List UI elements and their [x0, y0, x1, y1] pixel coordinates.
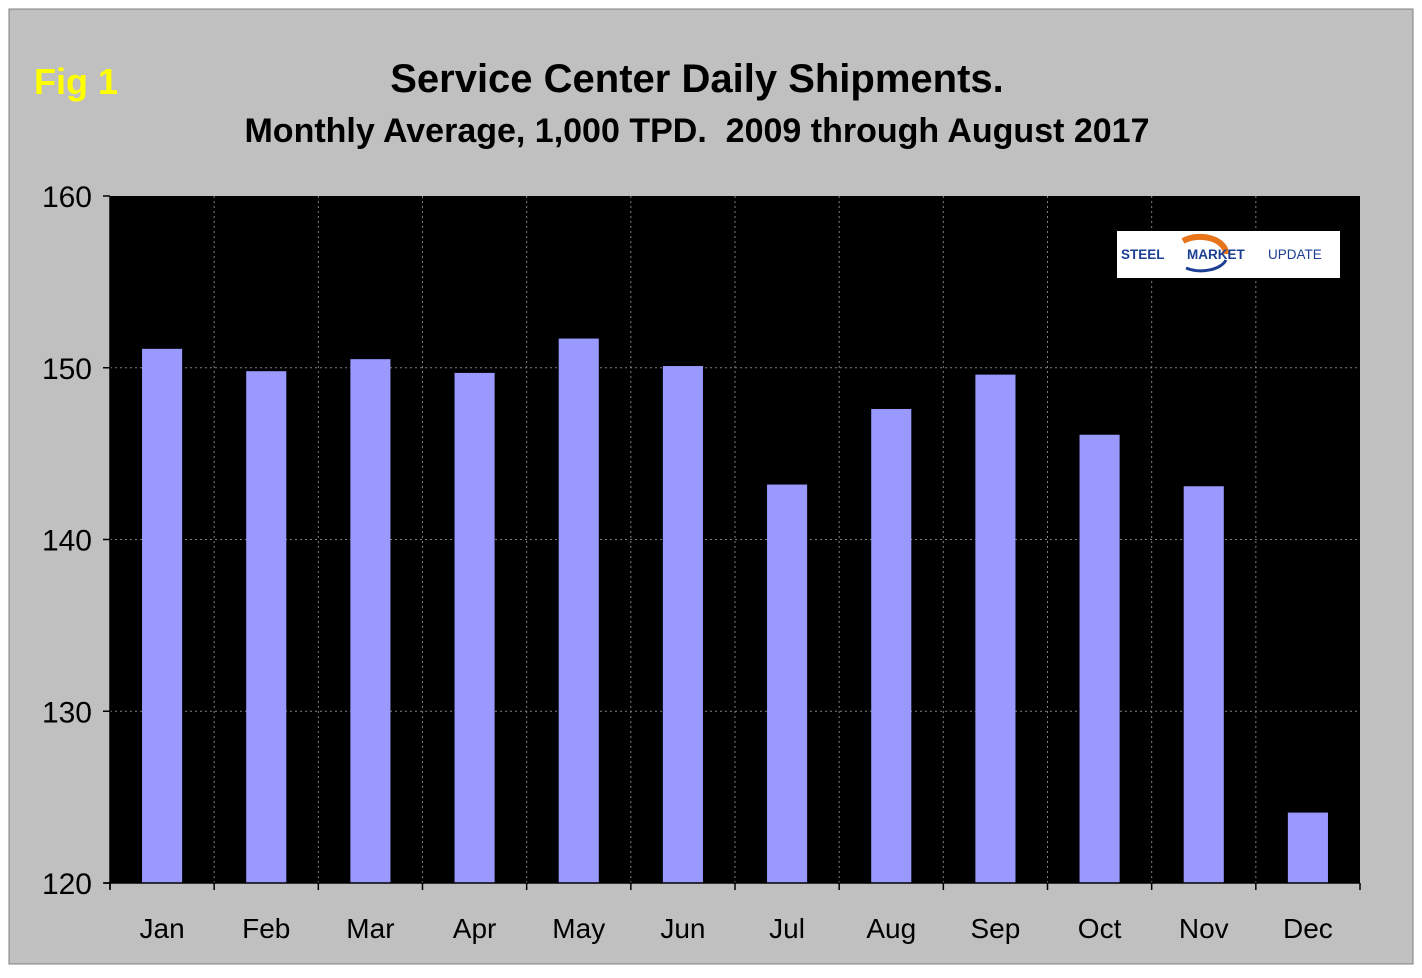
logo-text-market: MARKET: [1187, 247, 1245, 262]
y-tick-label: 160: [42, 181, 92, 214]
x-tick-label-apr: Apr: [453, 913, 497, 944]
x-tick-label-jul: Jul: [769, 913, 805, 944]
x-tick-label-sep: Sep: [971, 913, 1021, 944]
x-tick-label-dec: Dec: [1283, 913, 1333, 944]
bar-aug: [871, 408, 912, 883]
bar-apr: [454, 372, 495, 883]
x-tick-label-may: May: [552, 913, 605, 944]
chart-title: Service Center Daily Shipments.: [390, 57, 1004, 101]
y-tick-labels: 120 130 140 150 160: [42, 181, 92, 901]
y-tick-label: 140: [42, 525, 92, 558]
bar-jul: [767, 484, 808, 883]
bar-mar: [350, 359, 391, 884]
logo-background: [1117, 231, 1340, 278]
bar-nov: [1183, 486, 1224, 883]
bar-jun: [662, 366, 703, 884]
x-tick-label-oct: Oct: [1078, 913, 1122, 944]
x-tick-labels: Jan Feb Mar Apr May Jun Jul Aug Sep Oct Nov Dec: [140, 913, 1333, 944]
x-tick-label-jan: Jan: [140, 913, 185, 944]
axes: [103, 195, 1361, 890]
steel-market-update-logo: STEEL MARKET UPDATE: [1117, 231, 1340, 278]
x-tick-label-nov: Nov: [1179, 913, 1229, 944]
logo-text-update: UPDATE: [1268, 247, 1322, 262]
figure-label: Fig 1: [34, 61, 118, 102]
y-tick-label: 120: [42, 868, 92, 901]
bar-jan: [142, 348, 183, 883]
bar-may: [558, 338, 599, 883]
bar-dec: [1287, 812, 1328, 883]
logo-swoosh-blue: [1185, 259, 1228, 273]
x-tick-label-feb: Feb: [242, 913, 290, 944]
logo-text-steel: STEEL: [1121, 247, 1165, 262]
bar-oct: [1079, 434, 1120, 883]
x-tick-label-mar: Mar: [346, 913, 394, 944]
bar-sep: [975, 374, 1016, 883]
gridlines: [110, 196, 1360, 883]
bar-feb: [246, 371, 287, 883]
chart-subtitle: Monthly Average, 1,000 TPD. 2009 through…: [244, 112, 1149, 150]
x-tick-label-aug: Aug: [866, 913, 916, 944]
y-tick-label: 130: [42, 696, 92, 729]
x-tick-label-jun: Jun: [660, 913, 705, 944]
y-tick-label: 150: [42, 353, 92, 386]
logo-swoosh-orange: [1181, 233, 1230, 255]
bars: [142, 338, 1328, 884]
